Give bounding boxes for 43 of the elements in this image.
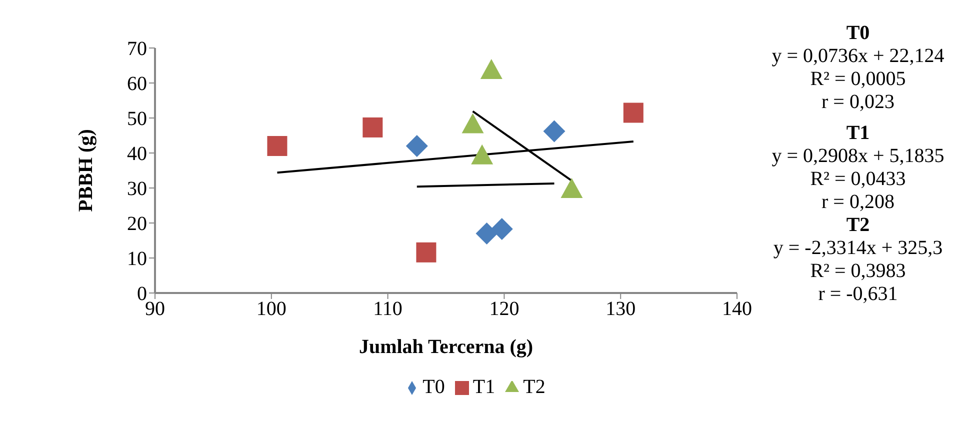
y-axis-title: PBBH (g): [75, 129, 98, 212]
y-tick-label: 60: [127, 73, 147, 96]
text: y = 0,0736x + 22,124: [770, 45, 946, 68]
point: [480, 59, 502, 79]
text: r = 0,208: [820, 191, 896, 214]
x-tick-label: 110: [373, 298, 402, 320]
text: y = 0,2908x + 5,1835: [770, 145, 946, 168]
legend-label: T1: [472, 376, 496, 398]
point: [471, 144, 494, 164]
y-tick-label: 70: [127, 38, 147, 60]
text: T2: [845, 214, 871, 237]
x-axis-title: Jumlah Tercerna (g): [358, 336, 534, 358]
x-tick-label: 90: [145, 298, 165, 320]
point: [416, 242, 436, 262]
point: [406, 135, 428, 157]
legend-label: T0: [422, 376, 445, 398]
y-tick-label: 40: [127, 143, 147, 166]
point: [267, 136, 288, 156]
text: r = 0,023: [820, 91, 896, 114]
x-tick-label: 120: [489, 298, 520, 320]
x-tick-label: 100: [256, 298, 286, 320]
point: [623, 102, 644, 123]
point: [476, 222, 498, 244]
point: [543, 120, 566, 142]
y-tick-label: 50: [127, 108, 147, 130]
text: r = -0,631: [818, 283, 898, 305]
legend-label: T2: [523, 376, 546, 398]
text: T0: [845, 22, 871, 45]
point: [362, 117, 383, 138]
point: [560, 178, 583, 198]
text: R² = 0,3983: [809, 260, 907, 283]
text: T1: [845, 122, 871, 145]
y-tick-label: 10: [127, 248, 147, 270]
y-tick-label: 30: [127, 178, 147, 200]
text: R² = 0,0433: [809, 168, 907, 191]
text: R² = 0,0005: [809, 68, 907, 91]
y-tick-label: 20: [127, 213, 147, 236]
point: [490, 218, 513, 240]
x-tick-label: 140: [722, 298, 752, 320]
y-tick-label: 0: [137, 283, 147, 306]
point: [462, 113, 484, 134]
text: y = -2,3314x + 325,3: [772, 237, 944, 260]
x-tick-label: 130: [606, 298, 636, 320]
